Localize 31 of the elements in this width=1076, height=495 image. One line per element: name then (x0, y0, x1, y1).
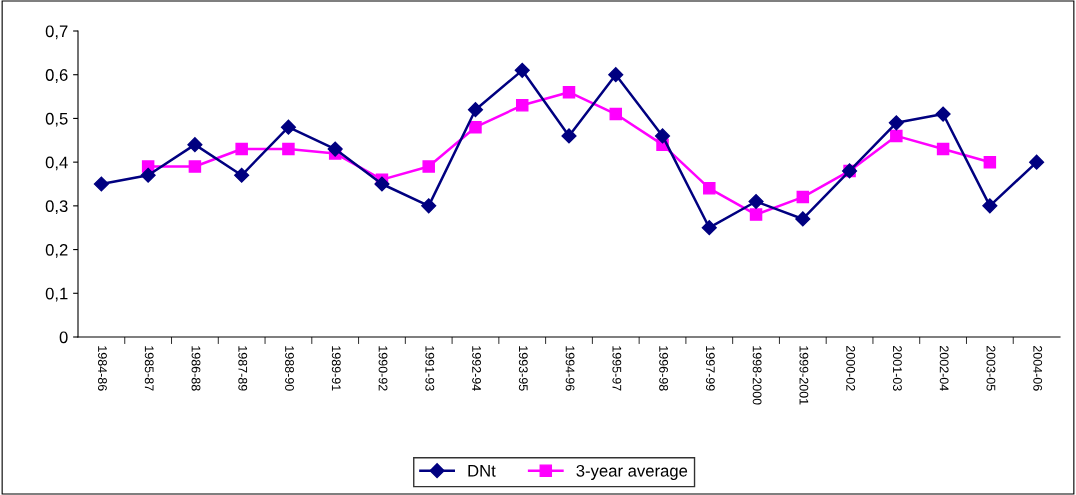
x-tick-label: 1995-97 (612, 346, 622, 391)
x-tick-label: 1996-98 (659, 346, 669, 391)
y-tick-label: 0 (59, 331, 68, 344)
y-tick-label: 0,7 (45, 25, 68, 40)
y-tick-label: 0,2 (45, 243, 68, 258)
x-tick-label: 1999-2001 (799, 346, 809, 405)
x-tick-label: 1998-2000 (752, 346, 762, 405)
y-tick-label: 0,4 (45, 156, 68, 171)
y-tick-label: 0,5 (45, 112, 68, 127)
x-tick-label: 1993-95 (518, 346, 528, 391)
y-tick-label: 0,3 (45, 200, 68, 215)
x-tick-label: 1994-96 (565, 346, 575, 391)
x-tick-label: 1992-94 (472, 346, 481, 391)
x-tick-label: 1988-90 (285, 346, 294, 391)
x-tick-label: 1985-87 (144, 346, 154, 391)
x-tick-label: 2001-03 (892, 345, 902, 391)
x-tick-label: 1986-88 (191, 346, 201, 391)
x-tick-label: 1987-89 (238, 346, 248, 391)
x-tick-label: 1989-91 (331, 346, 341, 391)
x-tick-label: 2002-04 (939, 345, 949, 391)
x-tick-label: 2004-06 (1033, 345, 1043, 391)
x-tick-label: 1997-99 (705, 346, 715, 391)
x-tick-label: 1990-92 (378, 346, 388, 391)
x-tick-label: 1991-93 (425, 346, 435, 391)
x-tick-label: 2000-02 (846, 345, 856, 391)
legend-label: 3-year average (576, 464, 688, 480)
y-tick-label: 0,1 (45, 287, 68, 302)
y-tick-label: 0,6 (45, 69, 68, 83)
legend-label: DNt (468, 465, 496, 477)
x-tick-label: 1984-86 (98, 346, 107, 391)
x-tick-label: 2003-05 (986, 345, 996, 391)
